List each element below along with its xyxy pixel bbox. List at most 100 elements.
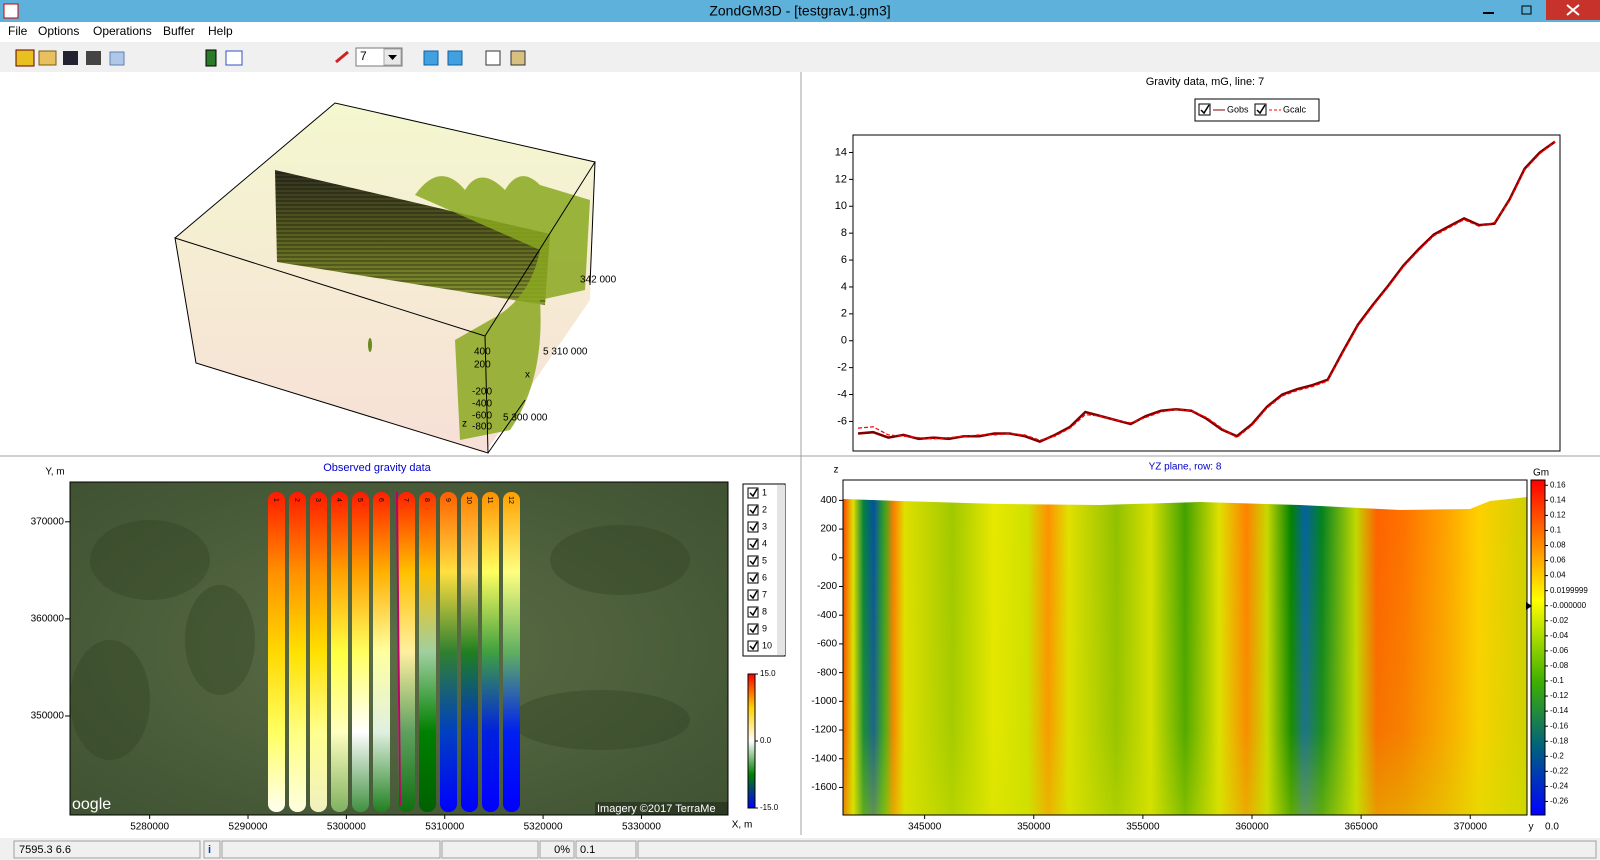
x-tick-label: 5280000	[130, 822, 169, 833]
tool-settings[interactable]	[86, 51, 101, 65]
colorbar-tick-label: -0.02	[1550, 616, 1569, 625]
axis-label-3d: 5 310 000	[543, 347, 588, 358]
y-tick-label: 6	[841, 254, 847, 266]
colorbar-tick-label: -0.12	[1550, 691, 1569, 700]
menu-item[interactable]: Options	[38, 24, 79, 38]
section-frame	[842, 479, 1528, 816]
tool-prev[interactable]	[423, 50, 439, 66]
section-colorbar	[1530, 479, 1546, 816]
tool-3d[interactable]	[109, 51, 125, 66]
restore-button[interactable]	[1508, 0, 1546, 20]
profile-strip	[419, 492, 436, 812]
map-x-label: X, m	[732, 820, 753, 831]
menu-item[interactable]: Operations	[93, 24, 152, 38]
restore-icon	[1521, 5, 1532, 15]
menu-item[interactable]: File	[8, 24, 28, 38]
toolbar-icons: 7	[15, 47, 526, 67]
checklist-scrollbar[interactable]	[777, 485, 785, 655]
y-tick-label: -6	[837, 415, 847, 427]
tool-save[interactable]	[63, 51, 78, 65]
minimize-button[interactable]	[1470, 0, 1508, 20]
z-tick-label: 400	[820, 495, 837, 506]
menu-item[interactable]: Help	[208, 24, 233, 38]
tool-pointer[interactable]	[335, 50, 349, 64]
dropdown-triangle	[388, 55, 397, 60]
profile-label: 10	[465, 496, 472, 504]
tool-new[interactable]	[15, 49, 35, 67]
profile-strip	[289, 492, 306, 812]
y-tick-label: 2	[841, 308, 847, 320]
tool-wave[interactable]	[225, 50, 243, 66]
line-chart: Gravity data, mG, line: 7 -6 -4 -2 0 2 4 6 8 10 1…	[835, 76, 1561, 452]
section-y-label: y	[1529, 822, 1534, 833]
line-check	[749, 607, 758, 617]
y-tick-label: 345000	[908, 822, 942, 833]
y-tick-label: -4	[837, 388, 847, 400]
line-label: 7	[762, 589, 767, 599]
density-surface	[415, 176, 590, 440]
profile-strip	[440, 492, 457, 812]
line-checkbox[interactable]	[747, 521, 759, 533]
axis-label-3d: 5 300 000	[503, 413, 548, 424]
tool-next[interactable]	[447, 50, 463, 66]
profile-label: 12	[507, 496, 514, 504]
colorbar-tick-label: -0.04	[1550, 631, 1569, 640]
legend-check	[1256, 104, 1266, 115]
tool-open[interactable]	[38, 50, 57, 66]
line-checkbox[interactable]	[747, 572, 759, 584]
line-checkbox[interactable]	[747, 538, 759, 550]
colorbar-tick-label: -0.14	[1550, 706, 1569, 715]
profile-label: 2	[293, 498, 300, 502]
colorbar-pointer	[1526, 602, 1532, 610]
tool-copy[interactable]	[485, 50, 501, 66]
x-tick-label: 5310000	[425, 822, 464, 833]
line-checkbox[interactable]	[747, 623, 759, 635]
section-z-label: z	[834, 465, 839, 476]
line-check	[749, 573, 758, 583]
status-panels	[13, 840, 1597, 859]
colorbar-tick-label: 0.04	[1550, 571, 1566, 580]
tool-paste[interactable]	[510, 50, 526, 66]
profile-label: 1	[272, 498, 279, 502]
line-checkbox[interactable]	[747, 606, 759, 618]
topography-mask	[843, 480, 1527, 510]
colorbar-tick-label: -0.22	[1550, 766, 1569, 775]
menu-bar	[0, 22, 1600, 42]
line-checkbox[interactable]	[747, 504, 759, 516]
line-checkbox[interactable]	[747, 555, 759, 567]
colorbar-tick-label: 0.08	[1550, 541, 1566, 550]
profiles: 1 2 3 4 5 6 7 8 9 10 11 12	[268, 492, 520, 812]
map-logo: oogle	[72, 796, 111, 813]
z-tick-label: -600	[817, 639, 837, 650]
line-checkbox[interactable]	[747, 640, 759, 652]
legend-checkbox[interactable]	[1198, 103, 1211, 116]
title-bar	[0, 0, 1600, 22]
z-tick-label: -200	[817, 581, 837, 592]
colorbar-tick-label: 0.16	[1550, 480, 1566, 489]
tool-battery[interactable]	[205, 49, 217, 67]
line-checkbox[interactable]	[747, 487, 759, 499]
colorbar-tick-label: -15.0	[760, 803, 779, 812]
y-tick-label: 370000	[31, 516, 65, 527]
line-select-value: 7	[360, 49, 367, 63]
profile-label: 4	[335, 498, 342, 502]
z-tick-label: -1400	[811, 753, 837, 764]
small-body	[368, 338, 372, 352]
line-label: 5	[762, 555, 767, 565]
legend-checkbox[interactable]	[1254, 103, 1267, 116]
z-tick-label: 0	[831, 552, 837, 563]
section-title: YZ plane, row: 8	[1149, 462, 1222, 473]
axis-label-3d: -800	[472, 422, 492, 433]
z-tick-label: -1200	[811, 725, 837, 736]
y-tick-label: 370000	[1454, 822, 1488, 833]
chart-title: Gravity data, mG, line: 7	[1146, 76, 1265, 88]
axis-label-3d: -600	[472, 411, 492, 422]
line-check	[749, 590, 758, 600]
menu-item[interactable]: Buffer	[163, 24, 195, 38]
line-check	[749, 539, 758, 549]
z-tick-label: -1600	[811, 782, 837, 793]
line-checkbox[interactable]	[747, 589, 759, 601]
axis-label-3d: -400	[472, 399, 492, 410]
